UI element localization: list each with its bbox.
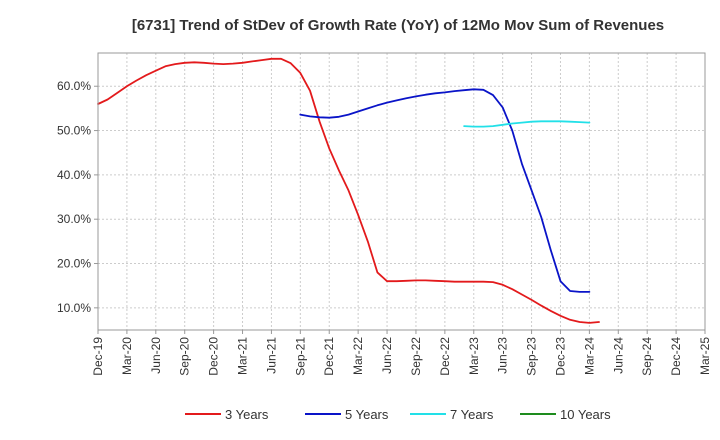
x-tick-label: Dec-21	[322, 337, 336, 376]
x-tick-label: Dec-24	[669, 337, 683, 376]
y-tick-label: 40.0%	[57, 168, 91, 182]
x-tick-label: Jun-24	[611, 337, 625, 374]
x-tick-label: Mar-24	[582, 337, 596, 375]
x-tick-label: Mar-25	[698, 337, 712, 375]
x-tick-label: Jun-21	[264, 337, 278, 374]
chart-title: [6731] Trend of StDev of Growth Rate (Yo…	[132, 17, 664, 34]
x-tick-label: Jun-20	[149, 337, 163, 374]
x-tick-label: Mar-23	[467, 337, 481, 375]
legend-label-10-years: 10 Years	[560, 407, 611, 422]
y-tick-label: 30.0%	[57, 212, 91, 226]
y-tick-label: 10.0%	[57, 301, 91, 315]
plot-frame	[97, 52, 706, 331]
legend-label-7-years: 7 Years	[450, 407, 494, 422]
x-tick-label: Mar-20	[120, 337, 134, 375]
y-tick-label: 60.0%	[57, 79, 91, 93]
x-tick-label: Dec-23	[553, 337, 567, 376]
x-tick-label: Dec-19	[91, 337, 105, 376]
y-tick-label: 50.0%	[57, 124, 91, 138]
x-tick-label: Mar-22	[351, 337, 365, 375]
series-line-7-years	[463, 120, 591, 128]
legend-label-5-years: 5 Years	[345, 407, 389, 422]
x-tick-label: Mar-21	[236, 337, 250, 375]
series-layer	[97, 57, 600, 324]
grid-layer	[97, 53, 706, 330]
x-tick-label: Jun-23	[496, 337, 510, 374]
x-tick-label: Jun-22	[380, 337, 394, 374]
x-tick-label: Sep-22	[409, 337, 423, 376]
x-tick-label: Sep-24	[640, 337, 654, 376]
plot-area	[98, 53, 705, 330]
legend: 3 Years 5 Years 7 Years 10 Years	[185, 407, 611, 422]
y-tick-label: 20.0%	[57, 257, 91, 271]
x-tick-label: Sep-23	[525, 337, 539, 376]
x-tick-label: Dec-22	[438, 337, 452, 376]
legend-label-3-years: 3 Years	[225, 407, 269, 422]
series-line-3-years	[97, 57, 600, 324]
y-axis-ticks: 10.0% 20.0% 30.0% 40.0% 50.0% 60.0%	[57, 79, 98, 315]
x-tick-label: Sep-21	[293, 337, 307, 376]
x-tick-label: Sep-20	[178, 337, 192, 376]
series-line-5-years	[299, 88, 591, 293]
x-tick-label: Dec-20	[207, 337, 221, 376]
x-axis-ticks: Dec-19 Mar-20 Jun-20 Sep-20 Dec-20 Mar-21 Jun-…	[91, 330, 712, 376]
